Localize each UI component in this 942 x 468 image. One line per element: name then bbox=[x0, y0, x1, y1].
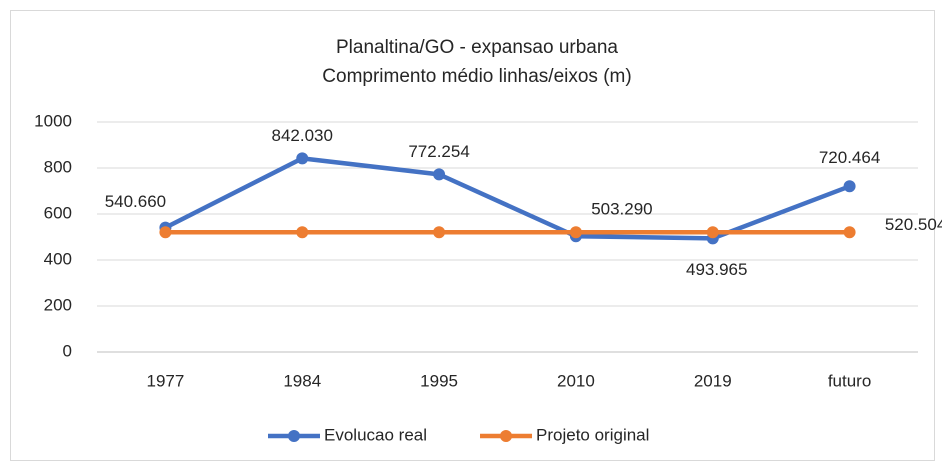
x-tick-label: futuro bbox=[828, 371, 871, 390]
data-point bbox=[843, 180, 856, 193]
x-tick-label: 1977 bbox=[147, 371, 185, 390]
y-tick-label: 1000 bbox=[34, 111, 72, 130]
legend-marker bbox=[288, 430, 300, 442]
y-tick-label: 0 bbox=[63, 341, 72, 360]
data-point bbox=[569, 226, 582, 239]
data-label: 493.965 bbox=[686, 260, 747, 279]
legend-marker bbox=[500, 430, 513, 442]
data-point bbox=[433, 226, 446, 239]
data-point bbox=[843, 226, 856, 239]
data-point bbox=[706, 226, 719, 239]
data-point bbox=[433, 168, 446, 181]
series-line bbox=[164, 156, 851, 241]
x-tick-label: 2010 bbox=[557, 371, 595, 390]
x-tick-label: 2019 bbox=[694, 371, 732, 390]
y-tick-label: 600 bbox=[44, 203, 72, 222]
y-tick-label: 200 bbox=[44, 295, 72, 314]
data-point bbox=[296, 226, 309, 239]
chart-subtitle: Comprimento médio linhas/eixos (m) bbox=[322, 66, 631, 87]
data-point bbox=[159, 226, 172, 239]
data-label: 503.290 bbox=[591, 200, 652, 219]
legend-label: Evolucao real bbox=[324, 425, 427, 444]
data-label: 540.660 bbox=[105, 192, 166, 211]
data-point bbox=[296, 152, 309, 165]
legend-label: Projeto original bbox=[536, 425, 649, 444]
y-tick-label: 800 bbox=[44, 157, 72, 176]
data-label: 842.030 bbox=[272, 126, 333, 145]
y-tick-label: 400 bbox=[44, 249, 72, 268]
x-tick-label: 1995 bbox=[420, 371, 458, 390]
data-label: 772.254 bbox=[408, 142, 469, 161]
data-label: 720.464 bbox=[819, 148, 880, 167]
data-label: 520.504 bbox=[885, 215, 942, 234]
x-tick-label: 1984 bbox=[283, 371, 321, 390]
chart-title: Planaltina/GO - expansao urbana bbox=[336, 37, 618, 58]
